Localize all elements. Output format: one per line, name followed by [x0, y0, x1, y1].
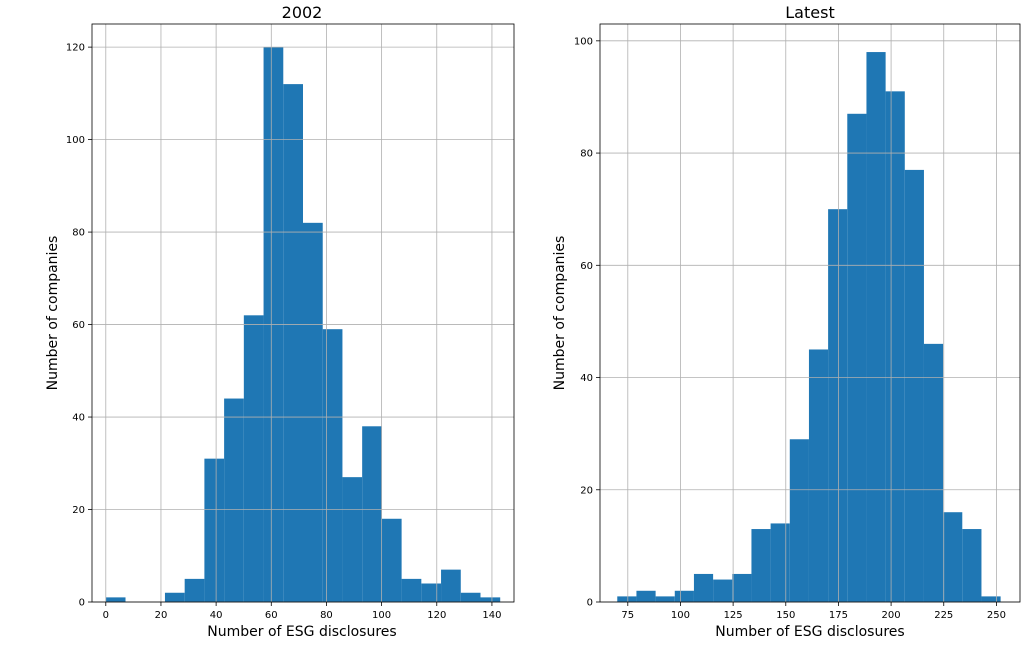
y-tick-label: 100 [66, 135, 85, 146]
x-tick-label: 20 [155, 610, 168, 621]
x-tick-label: 60 [265, 610, 278, 621]
x-tick-label: 175 [829, 610, 848, 621]
y-tick-label: 20 [580, 485, 593, 496]
x-tick-label: 75 [621, 610, 634, 621]
histogram-bar [713, 579, 733, 602]
x-tick-label: 40 [210, 610, 223, 621]
histogram-bar [105, 597, 126, 602]
histogram-bar [885, 91, 905, 602]
histogram-bar [943, 512, 963, 602]
y-tick-label: 40 [580, 373, 593, 384]
histogram-bar [460, 592, 481, 602]
x-axis-label: Number of ESG disclosures [207, 624, 396, 640]
axes-frame [91, 23, 515, 603]
x-tick-label: 225 [934, 610, 953, 621]
y-tick-label: 120 [66, 43, 85, 54]
histogram-bar [828, 209, 848, 603]
x-axis-label: Number of ESG disclosures [715, 624, 904, 640]
x-tick-label: 200 [882, 610, 901, 621]
histogram-bar [322, 329, 343, 602]
histogram-bar [751, 529, 771, 602]
histogram-bar [441, 569, 461, 602]
histogram-bar [770, 523, 790, 602]
histogram-bar [401, 578, 422, 602]
histogram-bar [224, 398, 244, 602]
histogram-bar [981, 596, 1001, 602]
y-tick-label: 40 [72, 413, 85, 424]
histogram-bar [303, 222, 323, 602]
histogram-bar [342, 477, 363, 602]
histogram-bar [674, 590, 694, 602]
axes-frame [599, 23, 1021, 603]
histogram-bar [808, 349, 829, 602]
chart-title: Latest [785, 3, 834, 22]
histogram-bar [923, 343, 944, 602]
y-tick-label: 100 [574, 36, 593, 47]
histogram-bar [693, 573, 714, 602]
plot-area: 0 20 40 60 80 100 120 140 0 20 40 60 80 100 120 [66, 23, 515, 621]
histogram-bar [636, 590, 656, 602]
x-tick-label: 100 [671, 610, 690, 621]
y-tick-label: 60 [72, 320, 85, 331]
histogram-bar [164, 592, 185, 602]
y-tick-label: 80 [580, 149, 593, 160]
x-tick-label: 150 [776, 610, 795, 621]
histogram-bar [184, 578, 205, 602]
x-tick-label: 80 [320, 610, 333, 621]
histogram-panel-2002: 0 20 40 60 80 100 120 140 0 20 40 60 80 100 120 2002 N… [45, 3, 515, 640]
histogram-bar [362, 426, 382, 602]
histogram-bar [789, 439, 809, 602]
plot-area: 75 100 125 150 175 200 225 250 0 20 40 60 80 100 [574, 23, 1021, 621]
y-tick-label: 80 [72, 228, 85, 239]
x-tick-label: 120 [427, 610, 446, 621]
x-tick-label: 125 [724, 610, 743, 621]
y-tick-label: 20 [72, 505, 85, 516]
chart-title: 2002 [282, 3, 323, 22]
x-tick-label: 250 [987, 610, 1006, 621]
histogram-bar [617, 596, 637, 602]
y-tick-label: 0 [79, 598, 85, 609]
histogram-bar [866, 52, 886, 603]
histogram-bar [962, 529, 982, 602]
histogram-bar [243, 315, 264, 602]
histogram-bar [904, 169, 924, 603]
histogram-bar [847, 113, 867, 602]
histogram-bar [655, 596, 675, 602]
histogram-bar [732, 573, 752, 602]
y-axis-label: Number of companies [552, 236, 568, 391]
histogram-bar [421, 583, 442, 602]
x-tick-label: 100 [372, 610, 391, 621]
y-tick-label: 60 [580, 261, 593, 272]
x-tick-label: 140 [482, 610, 501, 621]
histogram-bar [381, 518, 402, 602]
histogram-panel-latest: 75 100 125 150 175 200 225 250 0 20 40 60 80 100 Late… [552, 3, 1021, 640]
y-tick-label: 0 [587, 598, 593, 609]
x-tick-label: 0 [103, 610, 109, 621]
y-axis-label: Number of companies [45, 236, 61, 391]
histogram-bar [283, 84, 303, 602]
histogram-bar [204, 458, 225, 602]
histogram-bar [480, 597, 501, 602]
